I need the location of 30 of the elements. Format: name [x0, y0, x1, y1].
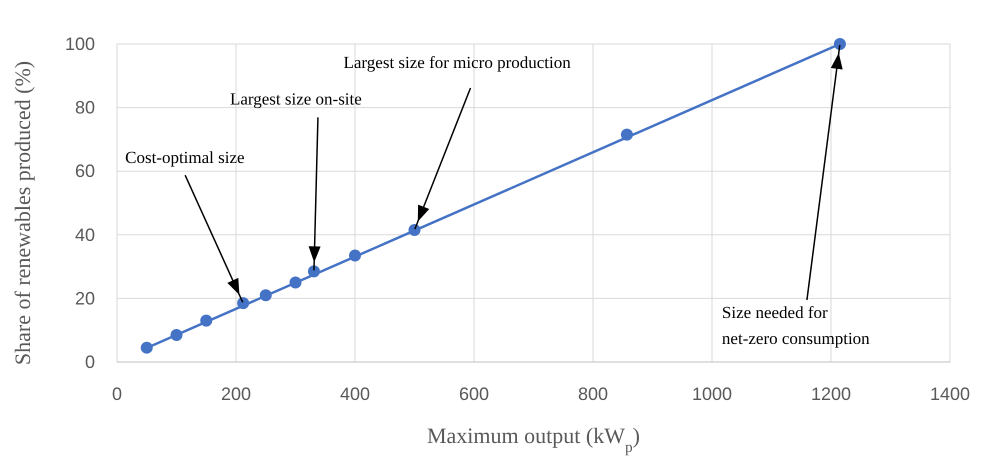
point [237, 297, 250, 310]
y-tick-label: 100 [64, 34, 95, 54]
x-tick-label: 600 [458, 384, 490, 404]
x-tick-label: 800 [578, 384, 608, 404]
x-tick-label: 1400 [930, 384, 970, 404]
y-axis-title: Share of renewables produced (%) [10, 60, 35, 366]
point [200, 314, 212, 327]
annotation: Largest size on-site [230, 89, 362, 108]
x-tick-label: 1000 [692, 384, 732, 404]
y-tick-label: 40 [74, 224, 95, 245]
x-tick-label: 400 [340, 384, 370, 404]
annotation: Size needed for net-zero consumption [722, 303, 870, 348]
point [140, 342, 153, 354]
annotation: Cost-optimal size [125, 148, 245, 168]
x-tick-label: 0 [112, 384, 122, 404]
y-tick-label: 20 [74, 288, 95, 308]
x-tick-label: 200 [220, 384, 252, 404]
annotation: Largest size for micro production [344, 53, 572, 72]
y-tick-label: 80 [74, 98, 95, 118]
point [290, 276, 302, 288]
y-tick-label: 60 [74, 161, 95, 182]
point [408, 224, 420, 236]
point [260, 289, 272, 302]
x-axis-title: Maximum output (kW$_{p}$) [426, 423, 640, 456]
point [170, 328, 182, 341]
point [349, 249, 361, 262]
point [620, 128, 633, 141]
point [308, 265, 320, 278]
x-tick-label: 1200 [810, 384, 852, 404]
y-tick-label: 0 [84, 352, 95, 372]
